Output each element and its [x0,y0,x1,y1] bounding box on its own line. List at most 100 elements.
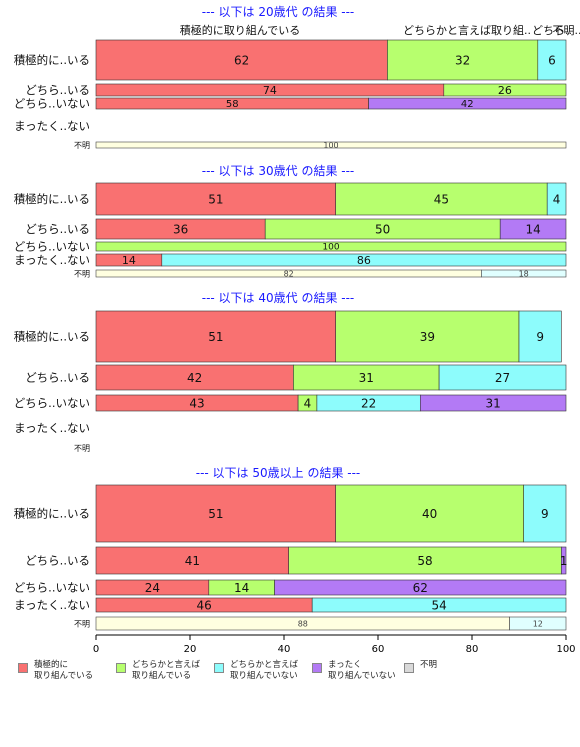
row-label: 積極的に..いる [14,192,90,206]
legend: 積極的に 取り組んでいる どちらかと言えば 取り組んでいる どちらかと言えば 取… [18,660,578,690]
legend-swatch-1 [116,663,126,673]
bar-value-label: 26 [498,84,512,97]
x-tick-label: 100 [556,644,575,655]
legend-swatch-4 [404,663,414,673]
row-label: まったく..ない [14,253,90,267]
legend-label-3: まったく 取り組んでいない [328,660,396,681]
panel-title-0: --- 以下は 20歳代 の結果 --- [202,5,355,19]
bar-value-label: 9 [536,330,544,344]
bar-segment [95,310,336,363]
bar-value-label: 24 [145,581,160,595]
legend-swatch-3 [312,663,322,673]
bar-value-label: 22 [361,396,376,410]
bar-value-label: 40 [422,507,437,521]
row-label: どちら..いる [25,554,90,568]
bar-segment [560,546,567,575]
bar-segment [387,39,539,81]
bar-segment [419,394,567,412]
top-label-1: どちらかと言えば取り組.. [403,24,531,37]
row-label: まったく..ない [14,421,90,435]
legend-item-2: どちらかと言えば 取り組んでいない [214,660,298,682]
x-tick-label: 60 [372,644,385,655]
unknown-bar-segment [481,269,567,278]
row-label: どちら..いる [25,83,90,97]
unknown-row-label: 不明 [74,270,90,279]
row-label: どちら..いない [14,396,90,410]
bar-value-label: 100 [322,243,339,253]
bar-value-label: 9 [541,507,549,521]
bar-value-label: 42 [461,99,474,110]
bar-value-label: 4 [553,192,561,206]
bar-segment [95,364,294,391]
unknown-bar-segment [509,616,567,631]
bar-value-label: 36 [173,222,188,236]
bar-value-label: 31 [359,371,374,385]
bar-value-label: 62 [413,581,428,595]
row-label: どちら..いる [25,222,90,236]
row-label: まったく..ない [14,598,90,612]
bar-value-label: 41 [185,554,200,568]
bar-segment [368,97,567,110]
bar-segment [443,83,567,97]
top-label-0: 積極的に取り組んでいる [180,23,300,37]
unknown-row-label: 不明 [74,444,90,453]
row-label: どちら..いない [14,97,90,111]
bar-value-label: 1 [560,554,568,568]
legend-swatch-0 [18,663,28,673]
bar-value-label: 4 [304,396,312,410]
bar-segment [311,597,567,613]
bar-value-label: 58 [226,99,239,110]
bar-segment [95,241,567,252]
bar-segment [161,253,567,267]
bar-value-label: 14 [234,581,249,595]
panel-title-2: --- 以下は 40歳代 の結果 --- [202,291,355,305]
panel-title-1: --- 以下は 30歳代 の結果 --- [202,164,355,178]
bar-segment [274,579,567,596]
x-tick-label: 0 [93,644,99,655]
unknown-bar-value: 12 [533,619,543,628]
legend-label-4: 不明 [420,660,438,670]
bar-value-label: 43 [189,396,204,410]
row-label: 積極的に..いる [14,330,90,344]
bar-segment [499,218,567,240]
bar-segment [537,39,567,81]
bar-segment [288,546,562,575]
row-label: まったく..ない [14,119,90,133]
bar-segment [523,484,567,543]
unknown-bar-value: 18 [519,269,529,278]
row-label: 積極的に..いる [14,53,90,67]
row-label: どちら..いない [14,240,90,254]
bar-segment [95,182,336,216]
bar-value-label: 62 [234,53,249,67]
legend-item-3: まったく 取り組んでいない [312,660,396,682]
top-label-2: どちら.. [532,24,572,37]
bar-segment [335,310,520,363]
unknown-bar-value: 100 [323,141,338,150]
bar-value-label: 54 [431,598,446,612]
unknown-row-label: 不明 [74,141,90,150]
row-label: どちら..いない [14,581,90,595]
legend-item-0: 積極的に 取り組んでいる [18,660,93,682]
legend-swatch-2 [214,663,224,673]
legend-item-4: 不明 [404,660,437,673]
bar-value-label: 6 [548,53,556,67]
legend-label-0: 積極的に 取り組んでいる [34,660,94,681]
bar-value-label: 32 [455,53,470,67]
bar-value-label: 86 [357,254,371,267]
unknown-bar-segment [95,141,567,149]
x-tick-label: 40 [278,644,291,655]
x-tick-label: 80 [466,644,479,655]
row-label: どちら..いる [25,371,90,385]
bar-segment [518,310,562,363]
x-tick-label: 20 [184,644,197,655]
bar-segment [546,182,567,216]
unknown-bar-value: 82 [284,269,294,278]
bar-value-label: 50 [375,222,390,236]
legend-label-2: どちらかと言えば 取り組んでいない [230,660,299,681]
unknown-bar-value: 88 [298,619,308,628]
bar-value-label: 51 [208,192,223,206]
top-label-3: 不明.. [553,24,580,37]
bar-value-label: 51 [208,330,223,344]
bar-value-label: 42 [187,371,202,385]
